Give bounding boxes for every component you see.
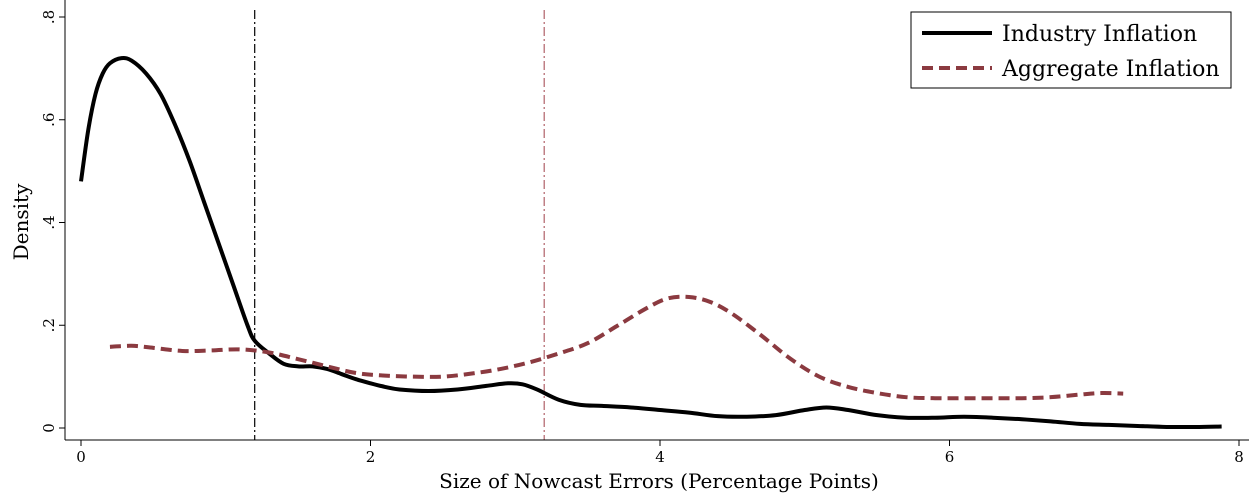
x-ticks: 0 2 4 6 8 [76,440,1244,466]
legend-label-aggregate: Aggregate Inflation [1001,57,1220,82]
legend-label-industry: Industry Inflation [1002,22,1197,47]
axes [64,0,1249,441]
series-lines [79,55,1222,430]
series-line-aggregate-inflation [109,294,1124,401]
x-tick-label: 0 [76,448,86,466]
series-line-industry-inflation [79,55,1222,430]
legend: Industry Inflation Aggregate Inflation [910,11,1232,89]
x-tick-label: 6 [945,448,955,466]
reference-lines [254,10,545,440]
x-tick-label: 8 [1234,448,1244,466]
y-tick-label: 0 [40,423,58,433]
y-ticks: 0 .2 .4 .6 .8 [40,10,65,433]
legend-box [910,11,1232,89]
x-tick-label: 2 [366,448,376,466]
y-tick-label: .2 [40,318,58,332]
y-tick-label: .6 [40,113,58,127]
x-axis-title: Size of Nowcast Errors (Percentage Point… [439,469,879,493]
x-tick-label: 4 [655,448,665,466]
y-axis-title: Density [9,183,33,260]
y-tick-label: .8 [40,10,58,24]
y-tick-label: .4 [40,215,58,229]
